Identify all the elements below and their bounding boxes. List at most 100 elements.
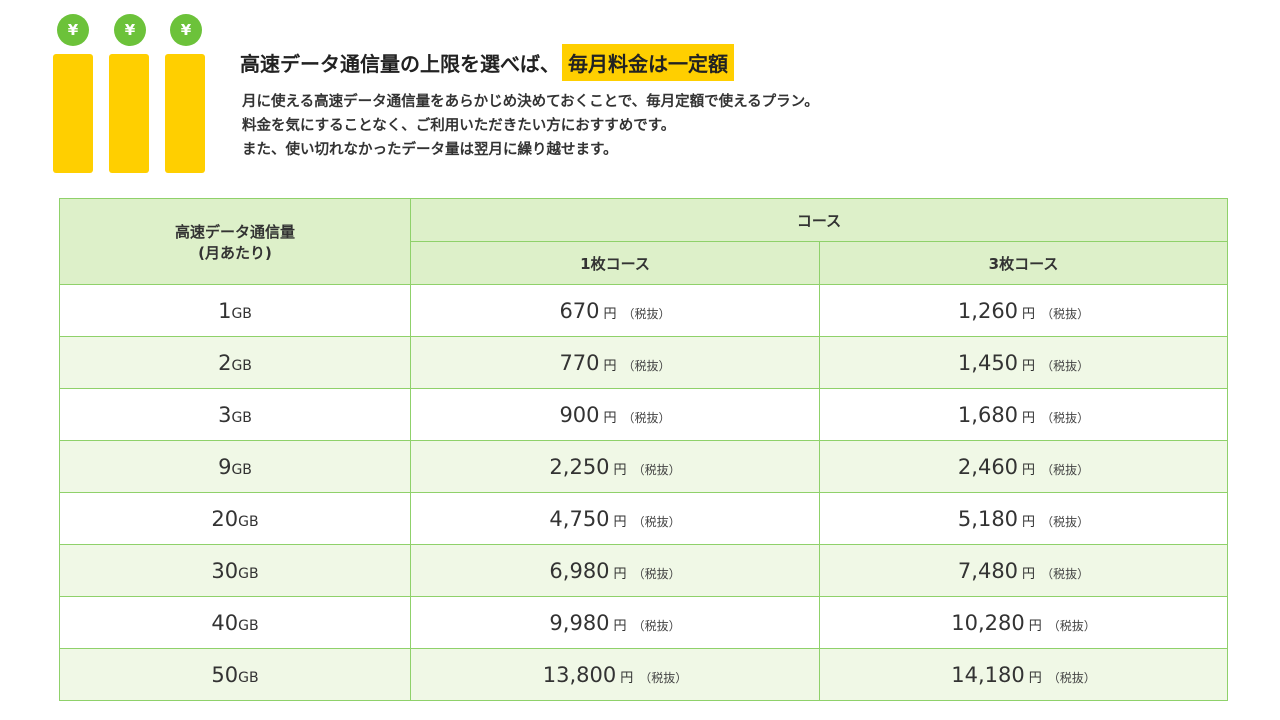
tax-note: （税抜）: [632, 566, 681, 581]
data-volume-cell: 50GB: [59, 648, 411, 701]
description-line: 月に使える高速データ通信量をあらかじめ決めておくことで、毎月定額で使えるプラン。: [242, 94, 819, 110]
price-value: 14,180: [951, 662, 1025, 687]
plan-description: 月に使える高速データ通信量をあらかじめ決めておくことで、毎月定額で使えるプラン。…: [242, 90, 819, 162]
data-volume-value: 40: [211, 610, 239, 635]
price-value: 7,480: [957, 558, 1019, 583]
price-value: 900: [559, 402, 600, 427]
gb-unit: GB: [238, 513, 259, 530]
gb-unit: GB: [238, 565, 259, 582]
tax-note: （税抜）: [632, 618, 681, 633]
course-3-price-cell: 1,260 円 （税抜）: [818, 284, 1229, 337]
course-1-price-cell: 13,800 円 （税抜）: [410, 648, 820, 701]
data-volume-cell: 1GB: [59, 284, 411, 337]
yen-unit: 円: [1022, 410, 1036, 426]
course-1-price-cell: 670 円 （税抜）: [410, 284, 820, 337]
data-volume-cell: 3GB: [59, 388, 411, 441]
course-3-price-cell: 7,480 円 （税抜）: [818, 544, 1229, 597]
data-volume-value: 20: [211, 506, 239, 531]
yen-unit: 円: [1022, 462, 1036, 478]
course-3-price-cell: 5,180 円 （税抜）: [818, 492, 1229, 545]
tax-note: （税抜）: [1041, 566, 1090, 581]
yen-coin-icon: ¥: [170, 14, 202, 46]
yen-unit: 円: [1022, 306, 1036, 322]
data-volume-value: 9: [218, 454, 232, 479]
yen-unit: 円: [613, 618, 627, 634]
tax-note: （税抜）: [632, 514, 681, 529]
table-row: 9GB 2,250 円（税抜） 2,460 円（税抜）: [59, 440, 1229, 493]
description-line: また、使い切れなかったデータ量は翌月に繰り越せます。: [242, 142, 618, 158]
gb-unit: GB: [231, 461, 252, 478]
yellow-bar: [165, 54, 205, 173]
yen-unit: 円: [613, 462, 627, 478]
tax-note: （税抜）: [1041, 462, 1090, 477]
yen-unit: 円: [603, 410, 617, 426]
tax-note: （税抜）: [1047, 670, 1096, 685]
tax-note: （税抜）: [632, 462, 681, 477]
gb-unit: GB: [238, 669, 259, 686]
course-1-price-cell: 770 円 （税抜）: [410, 336, 820, 389]
table-row: 50GB 13,800 円（税抜） 14,180 円（税抜）: [59, 648, 1229, 701]
course-1-price-cell: 4,750 円 （税抜）: [410, 492, 820, 545]
yellow-bar: [109, 54, 149, 173]
course-3-price-cell: 14,180 円 （税抜）: [818, 648, 1229, 701]
tax-note: （税抜）: [1041, 306, 1090, 321]
price-value: 2,460: [957, 454, 1019, 479]
data-volume-value: 3: [218, 402, 232, 427]
data-volume-cell: 40GB: [59, 596, 411, 649]
headline-highlight: 毎月料金は一定額: [562, 43, 734, 81]
course-3-price-cell: 2,460 円 （税抜）: [818, 440, 1229, 493]
yen-unit: 円: [603, 306, 617, 322]
yen-unit: 円: [1028, 670, 1042, 686]
gb-unit: GB: [231, 305, 252, 322]
table-row: 20GB 4,750 円（税抜） 5,180 円（税抜）: [59, 492, 1229, 545]
tax-note: （税抜）: [1047, 618, 1096, 633]
yen-coin-icon: ¥: [114, 14, 146, 46]
price-value: 4,750: [549, 506, 610, 531]
tax-note: （税抜）: [639, 670, 688, 685]
course-1-header: 1枚コース: [410, 241, 820, 285]
yen-unit: 円: [1022, 358, 1036, 374]
price-value: 1,450: [957, 350, 1019, 375]
plan-bars-illustration: ¥ ¥ ¥: [52, 14, 212, 174]
data-volume-cell: 2GB: [59, 336, 411, 389]
data-volume-value: 50: [211, 662, 239, 687]
tax-note: （税抜）: [1041, 358, 1090, 373]
yen-unit: 円: [1022, 514, 1036, 530]
price-value: 770: [559, 350, 600, 375]
data-volume-header-line1: 高速データ通信量: [174, 222, 295, 241]
data-volume-value: 30: [211, 558, 239, 583]
price-table: 高速データ通信量 (月あたり) コース 1枚コース 3枚コース 1GB 670 円（…: [59, 198, 1229, 701]
tax-note: （税抜）: [622, 306, 671, 321]
yen-unit: 円: [1022, 566, 1036, 582]
tax-note: （税抜）: [1041, 410, 1090, 425]
data-volume-cell: 30GB: [59, 544, 411, 597]
headline: 高速データ通信量の上限を選べば、 毎月料金は一定額: [240, 42, 734, 82]
table-row: 30GB 6,980 円（税抜） 7,480 円（税抜）: [59, 544, 1229, 597]
yen-unit: 円: [613, 566, 627, 582]
course-3-price-cell: 1,450 円 （税抜）: [818, 336, 1229, 389]
course-1-price-cell: 6,980 円 （税抜）: [410, 544, 820, 597]
tax-note: （税抜）: [622, 410, 671, 425]
yen-unit: 円: [620, 670, 634, 686]
table-row: 3GB 900 円（税抜） 1,680 円（税抜）: [59, 388, 1229, 441]
course-3-header: 3枚コース: [818, 241, 1229, 285]
course-header: コース: [409, 198, 1229, 242]
price-value: 5,180: [957, 506, 1019, 531]
price-value: 670: [559, 298, 600, 323]
yen-unit: 円: [1028, 618, 1042, 634]
price-value: 2,250: [549, 454, 610, 479]
course-1-price-cell: 900 円 （税抜）: [410, 388, 820, 441]
gb-unit: GB: [231, 357, 252, 374]
course-1-price-cell: 2,250 円 （税抜）: [410, 440, 820, 493]
data-volume-header-line2: (月あたり): [198, 243, 272, 262]
tax-note: （税抜）: [1041, 514, 1090, 529]
data-volume-value: 2: [218, 350, 232, 375]
course-3-price-cell: 10,280 円 （税抜）: [818, 596, 1229, 649]
table-row: 1GB 670 円（税抜） 1,260 円（税抜）: [59, 284, 1229, 337]
data-volume-cell: 20GB: [59, 492, 411, 545]
yen-unit: 円: [603, 358, 617, 374]
table-row: 40GB 9,980 円（税抜） 10,280 円（税抜）: [59, 596, 1229, 649]
tax-note: （税抜）: [622, 358, 671, 373]
price-value: 1,680: [957, 402, 1019, 427]
price-value: 9,980: [549, 610, 610, 635]
